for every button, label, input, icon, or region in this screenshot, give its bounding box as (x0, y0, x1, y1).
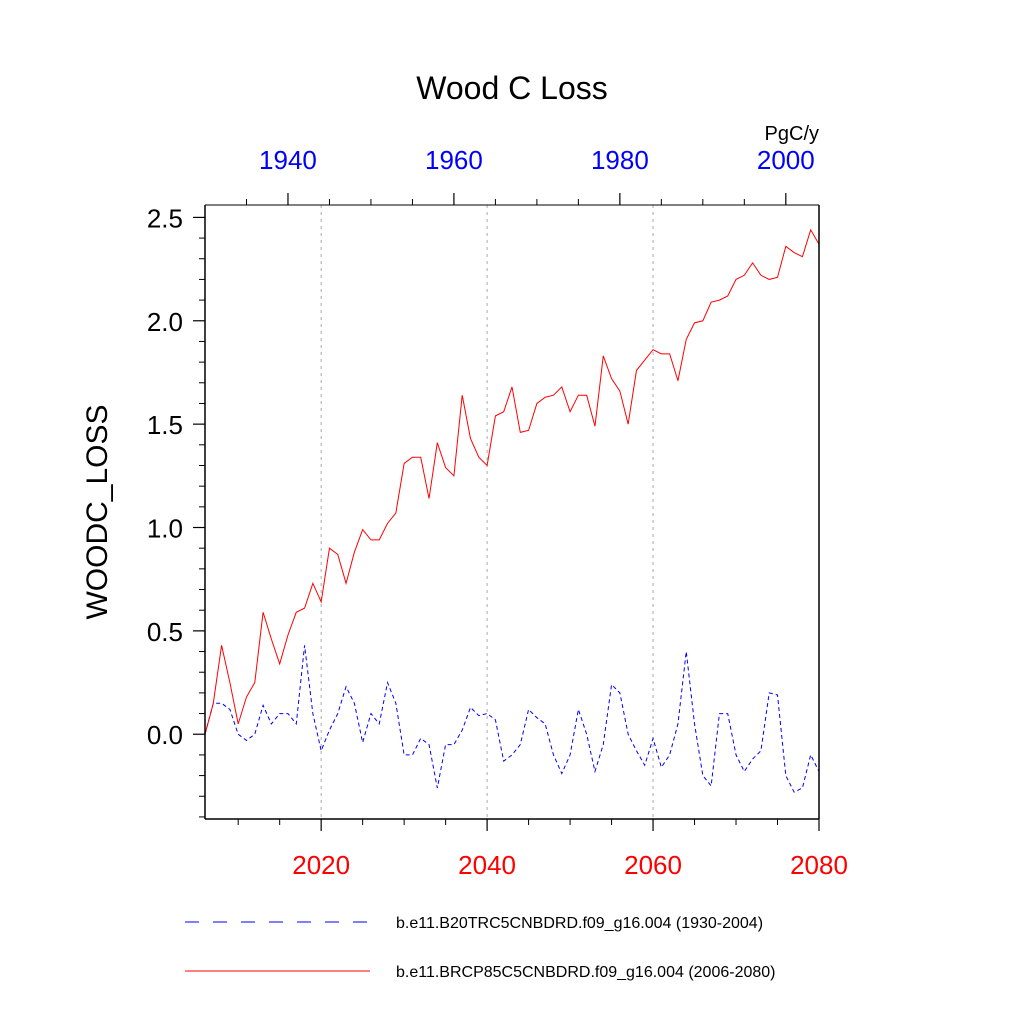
top-x-tick-label: 2000 (757, 145, 815, 175)
y-tick-label: 2.0 (147, 307, 183, 337)
top-x-tick-label: 1980 (591, 145, 649, 175)
y-tick-label: 0.5 (147, 617, 183, 647)
legend-label-rcp85: b.e11.BRCP85C5CNBDRD.f09_g16.004 (2006-2… (396, 964, 775, 981)
y-tick-label: 1.5 (147, 410, 183, 440)
tick-labels: 0.0 0.5 1.0 1.5 2.0 2.5 2020 2040 2060 2080 1940 19… (147, 145, 848, 880)
series-line-rcp85 (204, 228, 820, 735)
top-x-tick-label: 1960 (425, 145, 483, 175)
y-tick-label: 0.0 (147, 720, 183, 750)
legend: b.e11.B20TRC5CNBDRD.f09_g16.004 (1930-20… (185, 915, 775, 981)
x-tick-label: 2020 (292, 850, 350, 880)
series-layer (204, 228, 820, 793)
units-label: PgC/y (765, 123, 819, 145)
legend-label-historical: b.e11.B20TRC5CNBDRD.f09_g16.004 (1930-20… (396, 915, 763, 932)
grid-lines (320, 205, 654, 819)
axes-frame (193, 193, 820, 831)
y-axis-label: WOODC_LOSS (81, 404, 114, 619)
y-tick-label: 1.0 (147, 514, 183, 544)
x-tick-label: 2040 (458, 850, 516, 880)
x-tick-label: 2080 (790, 850, 848, 880)
y-tick-label: 2.5 (147, 203, 183, 233)
top-x-tick-label: 1940 (259, 145, 317, 175)
series-line-historical (204, 645, 820, 793)
x-tick-label: 2060 (624, 850, 682, 880)
chart-title: Wood C Loss (416, 70, 608, 106)
